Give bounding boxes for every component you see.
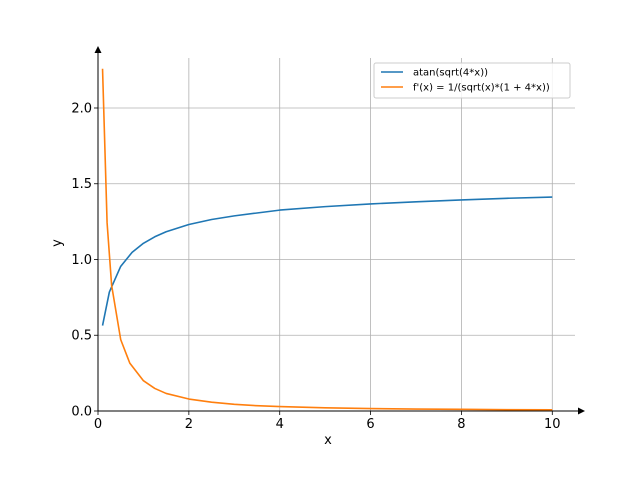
y-tick-label-0: 0.0 [71,405,92,420]
x-tick-label-0: 0 [94,417,102,432]
legend: atan(sqrt(4*x)) f'(x) = 1/(sqrt(x)*(1 + 4… [373,62,571,99]
legend-label-0: atan(sqrt(4*x)) [413,68,488,79]
x-axis-label: x [324,433,332,448]
legend-label-1: f'(x) = 1/(sqrt(x)*(1 + 4*x)) [413,83,550,94]
series-line-0 [101,196,553,326]
x-tick-label-1: 2 [185,417,193,432]
y-tick-label-1: 0.5 [71,329,92,344]
x-tick-label-2: 4 [276,417,284,432]
legend-box [373,62,571,99]
y-axis-label: y [50,239,65,247]
x-axis-arrow [578,407,585,415]
y-tick-label-3: 1.5 [71,177,92,192]
series-line-1 [101,68,553,411]
grid [98,58,575,411]
x-tick-label-4: 8 [457,417,465,432]
x-tick-label-5: 10 [544,417,561,432]
y-tick-label-4: 2.0 [71,101,92,116]
y-axis-arrow [94,46,102,53]
ticks: 0 2 4 6 8 10 0.0 0.5 1.0 1.5 2.0 [71,101,560,432]
axes [94,46,585,415]
x-tick-label-3: 6 [366,417,374,432]
series-lines [101,68,553,411]
y-tick-label-2: 1.0 [71,253,92,268]
